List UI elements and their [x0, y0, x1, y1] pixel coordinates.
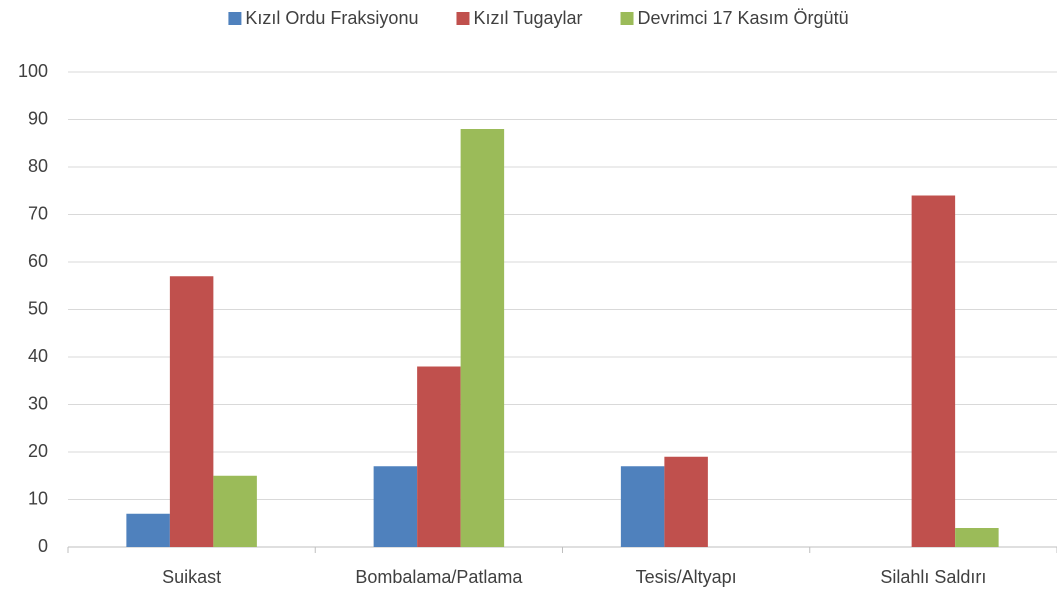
legend-label: Kızıl Tugaylar: [473, 8, 582, 28]
bar: [373, 466, 418, 547]
bar: [169, 276, 214, 547]
bar: [911, 195, 956, 547]
y-tick-label: 80: [28, 156, 48, 176]
legend-label: Kızıl Ordu Fraksiyonu: [245, 8, 418, 28]
bar: [955, 528, 999, 547]
y-tick-label: 50: [28, 298, 48, 318]
y-tick-label: 100: [18, 61, 48, 81]
y-tick-label: 60: [28, 251, 48, 271]
y-tick-label: 0: [38, 536, 48, 556]
x-tick-label: Tesis/Altyapı: [636, 567, 737, 587]
legend-label: Devrimci 17 Kasım Örgütü: [638, 8, 849, 28]
x-tick-label: Silahlı Saldırı: [880, 567, 986, 587]
legend-swatch: [456, 12, 470, 25]
y-tick-label: 30: [28, 393, 48, 413]
x-tick-label: Suikast: [162, 567, 221, 587]
y-tick-label: 20: [28, 441, 48, 461]
bar: [664, 456, 708, 547]
y-tick-label: 10: [28, 488, 48, 508]
legend-swatch: [228, 12, 242, 25]
y-tick-label: 70: [28, 203, 48, 223]
y-tick-label: 40: [28, 346, 48, 366]
x-tick-label: Bombalama/Patlama: [355, 567, 523, 587]
bar: [620, 466, 665, 547]
legend-swatch: [620, 12, 634, 25]
bar: [213, 475, 257, 547]
y-tick-label: 90: [28, 108, 48, 128]
bar: [126, 513, 170, 547]
bar: [460, 129, 505, 547]
bar: [417, 366, 461, 547]
